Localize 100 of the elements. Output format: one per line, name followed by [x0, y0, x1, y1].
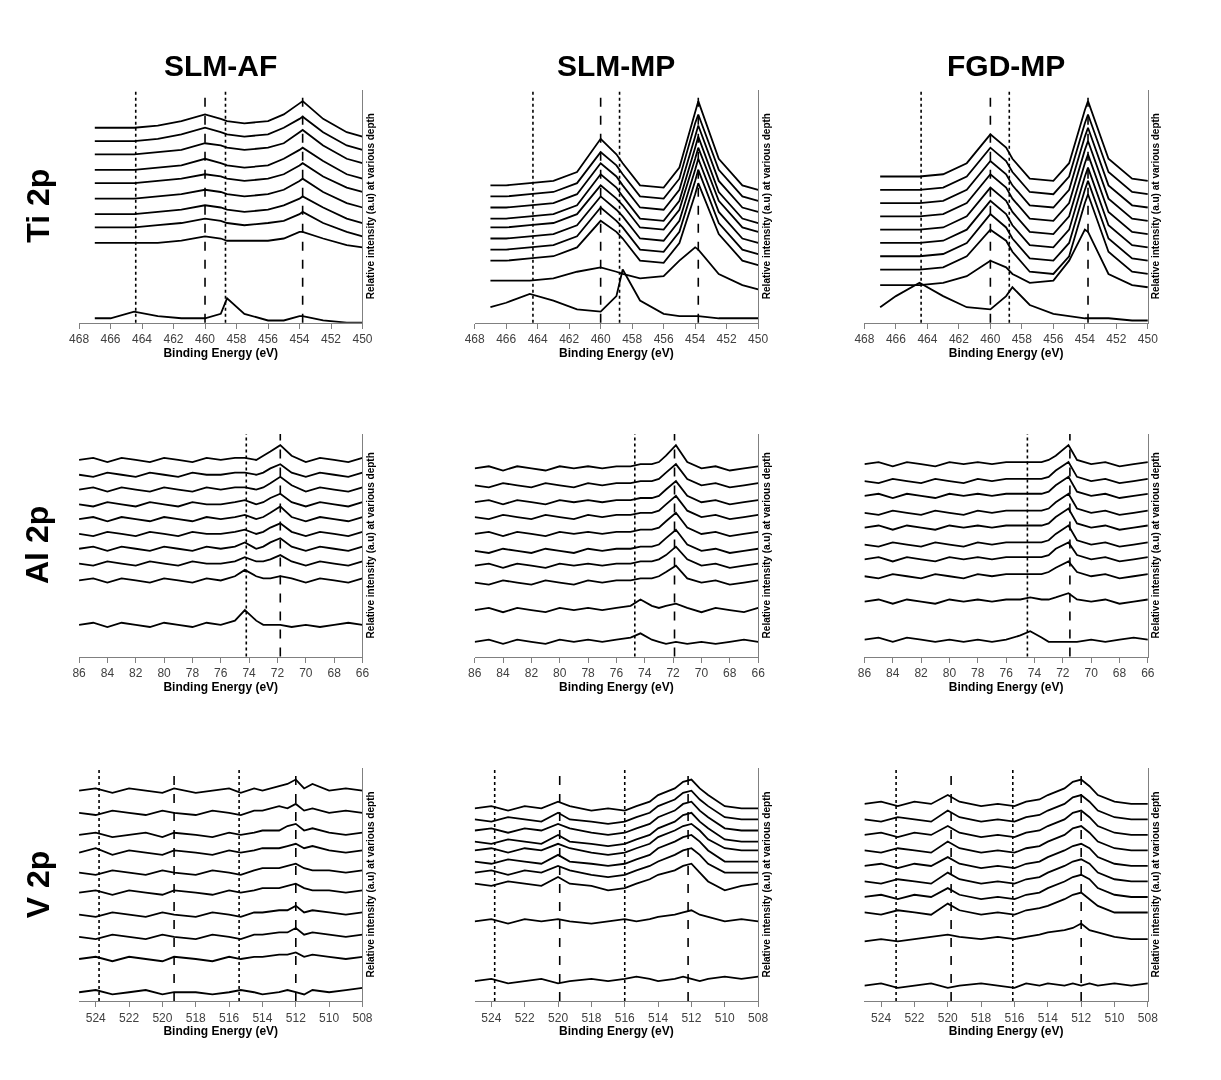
x-tick-label: 84 [496, 666, 511, 680]
y-axis-title: Relative intensity (a.u) at various depth [760, 452, 772, 639]
text: V 2p [20, 850, 57, 919]
x-tick-label: 66 [1141, 666, 1155, 680]
text: Al 2p [19, 505, 56, 585]
x-tick-label: 66 [751, 666, 766, 680]
x-tick-label: 524 [85, 1010, 107, 1025]
x-axis-title: Binding Energy (eV) [559, 680, 674, 694]
x-axis-title: Binding Energy (eV) [559, 346, 674, 361]
x-tick-label: 464 [527, 332, 549, 347]
x-tick-label: 456 [257, 332, 279, 347]
chart-title: SLM-MP [557, 49, 676, 82]
x-axis-title: Binding Energy (eV) [948, 1024, 1064, 1039]
x-tick-label: 462 [163, 332, 184, 347]
x-tick-label: 458 [1011, 332, 1033, 347]
x-tick-label: 76 [609, 666, 624, 680]
x-tick-label: 82 [129, 666, 143, 680]
x-tick-label: 466 [100, 332, 121, 347]
x-tick-label: 458 [226, 332, 247, 347]
x-tick-label: 512 [285, 1010, 307, 1025]
x-tick-label: 456 [1043, 332, 1064, 347]
x-tick-label: 510 [714, 1010, 736, 1025]
x-tick-label: 508 [1137, 1010, 1159, 1025]
x-tick-label: 516 [219, 1010, 240, 1025]
x-tick-label: 456 [653, 332, 674, 347]
x-tick-label: 512 [681, 1010, 702, 1025]
x-tick-label: 514 [252, 1010, 273, 1025]
x-tick-label: 464 [917, 332, 938, 347]
x-tick-label: 72 [270, 666, 285, 680]
x-tick-label: 512 [1071, 1010, 1092, 1025]
x-tick-label: 522 [904, 1010, 925, 1025]
x-axis-title: Binding Energy (eV) [163, 680, 279, 694]
x-tick-label: 72 [666, 666, 681, 680]
x-tick-label: 86 [72, 666, 87, 680]
x-axis-title: Binding Energy (eV) [559, 1024, 674, 1039]
x-tick-label: 452 [716, 332, 737, 347]
x-tick-label: 450 [352, 332, 373, 347]
y-axis-title: Relative intensity (a.u) at various depth [1150, 113, 1162, 300]
x-tick-label: 514 [1037, 1010, 1059, 1025]
x-tick-label: 86 [857, 666, 872, 680]
x-tick-label: 520 [548, 1010, 569, 1025]
x-tick-label: 516 [614, 1010, 636, 1025]
x-tick-label: 84 [886, 666, 900, 680]
x-tick-label: 68 [327, 666, 342, 680]
x-tick-label: 460 [980, 332, 1001, 347]
y-axis-title: Relative intensity (a.u) at various depth [1150, 791, 1162, 978]
x-tick-label: 466 [496, 332, 517, 347]
x-tick-label: 452 [1106, 332, 1127, 347]
x-tick-label: 74 [242, 666, 257, 680]
text: Ti 2p [19, 168, 56, 243]
x-tick-label: 452 [320, 332, 342, 347]
x-tick-label: 518 [971, 1010, 992, 1025]
y-axis-title: Relative intensity (a.u) at various depth [760, 791, 772, 978]
x-tick-label: 84 [100, 666, 115, 680]
x-tick-label: 454 [289, 332, 310, 347]
y-axis-title: Relative intensity (a.u) at various depth [364, 113, 376, 300]
x-tick-label: 462 [559, 332, 580, 347]
x-tick-label: 86 [468, 666, 482, 680]
y-axis-title: Relative intensity (a.u) at various depth [1150, 452, 1162, 639]
x-tick-label: 68 [1112, 666, 1127, 680]
x-tick-label: 78 [971, 666, 985, 680]
x-tick-label: 454 [1074, 332, 1096, 347]
x-tick-label: 460 [590, 332, 611, 347]
x-tick-label: 76 [999, 666, 1014, 680]
x-tick-label: 510 [319, 1010, 340, 1025]
x-tick-label: 524 [481, 1010, 502, 1025]
y-axis-title: Relative intensity (a.u) at various depth [760, 113, 772, 300]
chart-title: FGD-MP [947, 49, 1066, 82]
x-tick-label: 66 [355, 666, 370, 680]
x-tick-label: 450 [748, 332, 769, 347]
x-tick-label: 70 [1084, 666, 1099, 680]
x-tick-label: 518 [581, 1010, 602, 1025]
x-tick-label: 70 [694, 666, 709, 680]
x-tick-label: 458 [622, 332, 643, 347]
x-tick-label: 466 [885, 332, 907, 347]
x-tick-label: 468 [69, 332, 90, 347]
x-tick-label: 508 [748, 1010, 769, 1025]
x-tick-label: 510 [1104, 1010, 1125, 1025]
x-tick-label: 524 [871, 1010, 892, 1025]
x-tick-label: 454 [685, 332, 706, 347]
x-tick-label: 72 [1056, 666, 1070, 680]
x-tick-label: 80 [157, 666, 172, 680]
y-axis-title: Relative intensity (a.u) at various depth [364, 452, 376, 639]
x-tick-label: 74 [1027, 666, 1042, 680]
x-axis-title: Binding Energy (eV) [163, 1024, 279, 1039]
chart-title: SLM-AF [164, 49, 278, 82]
x-tick-label: 468 [854, 332, 875, 347]
x-tick-label: 522 [514, 1010, 536, 1025]
x-tick-label: 518 [185, 1010, 207, 1025]
x-tick-label: 468 [464, 332, 486, 347]
x-axis-title: Binding Energy (eV) [948, 680, 1064, 694]
x-tick-label: 78 [185, 666, 200, 680]
x-tick-label: 450 [1137, 332, 1159, 347]
x-tick-label: 78 [581, 666, 596, 680]
x-tick-label: 514 [648, 1010, 669, 1025]
x-tick-label: 82 [524, 666, 539, 680]
x-tick-label: 80 [553, 666, 567, 680]
x-tick-label: 520 [152, 1010, 173, 1025]
x-tick-label: 464 [132, 332, 153, 347]
x-tick-label: 76 [214, 666, 228, 680]
